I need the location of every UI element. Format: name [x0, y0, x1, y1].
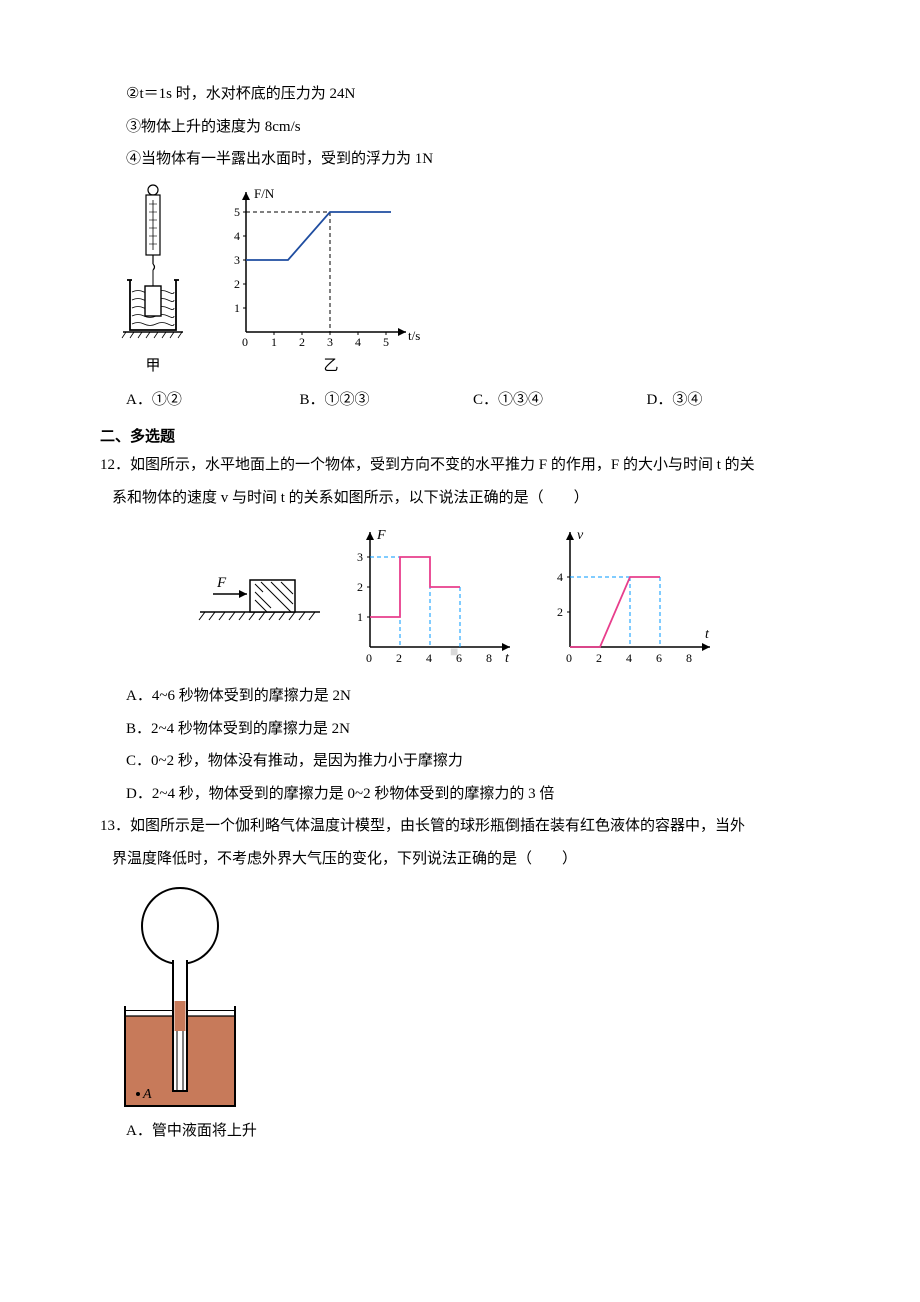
vt-xaxis: t	[705, 627, 710, 642]
q13-text2: 界温度降低时，不考虑外界大气压的变化，下列说法正确的是（ ）	[100, 845, 820, 874]
xtick3: 3	[327, 335, 333, 349]
vt-yaxis: v	[577, 528, 584, 543]
q11-fig-jia: 甲	[118, 182, 188, 381]
q11-optB[interactable]: B．①②③	[300, 386, 474, 415]
vt-x8: 8	[686, 651, 692, 665]
xtick5: 5	[383, 335, 389, 349]
vt-x6: 6	[656, 651, 662, 665]
ytick5: 5	[234, 205, 240, 219]
q12-optA[interactable]: A．4~6 秒物体受到的摩擦力是 2N	[100, 682, 820, 711]
q11-stmt3: ③物体上升的速度为 8cm/s	[100, 113, 820, 142]
q11-options: A．①② B．①②③ C．①③④ D．③④	[100, 386, 820, 415]
q13-text1: 如图所示是一个伽利略气体温度计模型，由长管的球形瓶倒插在装有红色液体的容器中，当…	[130, 818, 745, 834]
vt-y4: 4	[557, 570, 563, 584]
xtick1: 1	[271, 335, 277, 349]
ytick3: 3	[234, 253, 240, 267]
ytick1: 1	[234, 301, 240, 315]
Ft-y2: 2	[357, 580, 363, 594]
Ft-x4: 4	[426, 651, 432, 665]
block-svg: F	[195, 562, 325, 632]
q11-fig-yi: 1 2 3 4 5 0 1 2 3 4 5 F/N t/s 乙	[216, 182, 426, 381]
q11-fig-yi-label: 乙	[216, 352, 426, 381]
Ft-x0: 0	[366, 651, 372, 665]
ytick4: 4	[234, 229, 240, 243]
q12-num: 12．	[100, 457, 130, 473]
q12-figure-row: F 1 2 3 0 2 4 6 8 F t	[100, 522, 820, 672]
Ft-chart-svg: 1 2 3 0 2 4 6 8 F t	[345, 522, 525, 672]
vt-chart-svg: 2 4 0 2 4 6 8 v t	[545, 522, 725, 672]
q12-optD[interactable]: D．2~4 秒，物体受到的摩擦力是 0~2 秒物体受到的摩擦力的 3 倍	[100, 780, 820, 809]
xtick2: 2	[299, 335, 305, 349]
galileo-thermometer-svg: A	[110, 881, 250, 1111]
q13-figure: A	[110, 881, 820, 1111]
q11-optC[interactable]: C．①③④	[473, 386, 647, 415]
vt-x4: 4	[626, 651, 632, 665]
q13-num: 13．	[100, 818, 130, 834]
vt-y2: 2	[557, 605, 563, 619]
q11-optA[interactable]: A．①②	[126, 386, 300, 415]
Ft-x2: 2	[396, 651, 402, 665]
q11-stmt2: ②t＝1s 时，水对杯底的压力为 24N	[100, 80, 820, 109]
xaxis-label: t/s	[408, 328, 420, 343]
ytick2: 2	[234, 277, 240, 291]
Ft-x6: 6	[456, 651, 462, 665]
vt-x0: 0	[566, 651, 572, 665]
Ft-x8: 8	[486, 651, 492, 665]
xtick4: 4	[355, 335, 361, 349]
Ft-y1: 1	[357, 610, 363, 624]
spring-beaker-svg	[118, 182, 188, 352]
Ft-y3: 3	[357, 550, 363, 564]
pointA-label: A	[142, 1087, 152, 1102]
yaxis-label: F/N	[254, 186, 275, 201]
q12-text1: 如图所示，水平地面上的一个物体，受到方向不变的水平推力 F 的作用，F 的大小与…	[130, 457, 755, 473]
q11-stmt4: ④当物体有一半露出水面时，受到的浮力为 1N	[100, 145, 820, 174]
q12-line1: 12．如图所示，水平地面上的一个物体，受到方向不变的水平推力 F 的作用，F 的…	[100, 451, 820, 480]
q11-fig-jia-label: 甲	[118, 352, 188, 381]
q11-optD[interactable]: D．③④	[647, 386, 821, 415]
q12-optC[interactable]: C．0~2 秒，物体没有推动，是因为推力小于摩擦力	[100, 747, 820, 776]
Ft-yaxis: F	[376, 528, 386, 543]
xtick0: 0	[242, 335, 248, 349]
section2-heading: 二、多选题	[100, 423, 820, 452]
q12-text2: 系和物体的速度 v 与时间 t 的关系如图所示，以下说法正确的是（ ）	[100, 484, 820, 513]
q13-line1: 13．如图所示是一个伽利略气体温度计模型，由长管的球形瓶倒插在装有红色液体的容器…	[100, 812, 820, 841]
force-F-label: F	[216, 575, 227, 591]
ft-chart-svg: 1 2 3 4 5 0 1 2 3 4 5 F/N t/s	[216, 182, 426, 352]
q11-figure-row: 甲 1 2 3 4 5 0 1 2	[100, 182, 820, 381]
Ft-xaxis: t	[505, 651, 510, 666]
q13-optA[interactable]: A．管中液面将上升	[100, 1117, 820, 1146]
vt-x2: 2	[596, 651, 602, 665]
q12-optB[interactable]: B．2~4 秒物体受到的摩擦力是 2N	[100, 715, 820, 744]
